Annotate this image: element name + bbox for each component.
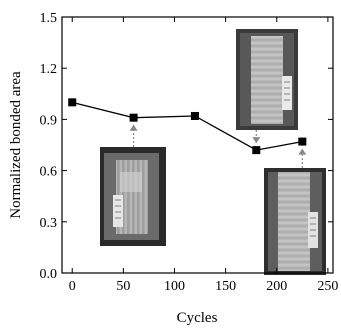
x-tick-label: 200 (266, 279, 287, 294)
specimen-photo-1 (100, 147, 166, 246)
pointer-arrowhead (252, 137, 261, 144)
y-axis-title: Normalized bonded area (8, 71, 24, 219)
specimen-photo-3 (264, 168, 326, 275)
x-axis-title: Cycles (177, 310, 218, 326)
y-tick-label: 0.6 (40, 165, 58, 180)
y-tick-label: 0.9 (40, 113, 58, 128)
y-tick-label: 0.3 (40, 216, 58, 231)
data-point (129, 113, 138, 122)
pointer-arrowhead (129, 124, 138, 131)
y-tick-label: 1.2 (40, 62, 58, 77)
x-tick-label: 100 (164, 279, 185, 294)
plot-frame (61, 16, 334, 274)
y-tick-label: 1.5 (40, 11, 58, 26)
pointer-arrowhead (298, 148, 307, 155)
x-tick-label: 150 (215, 279, 236, 294)
x-tick-label: 50 (116, 279, 130, 294)
x-tick-label: 0 (69, 279, 76, 294)
specimen-photo-2 (236, 29, 298, 130)
x-tick-label: 250 (317, 279, 338, 294)
data-point (68, 98, 77, 107)
data-point (298, 137, 307, 146)
data-point (252, 146, 261, 155)
data-point (190, 111, 199, 120)
y-tick-label: 0.0 (40, 267, 58, 282)
